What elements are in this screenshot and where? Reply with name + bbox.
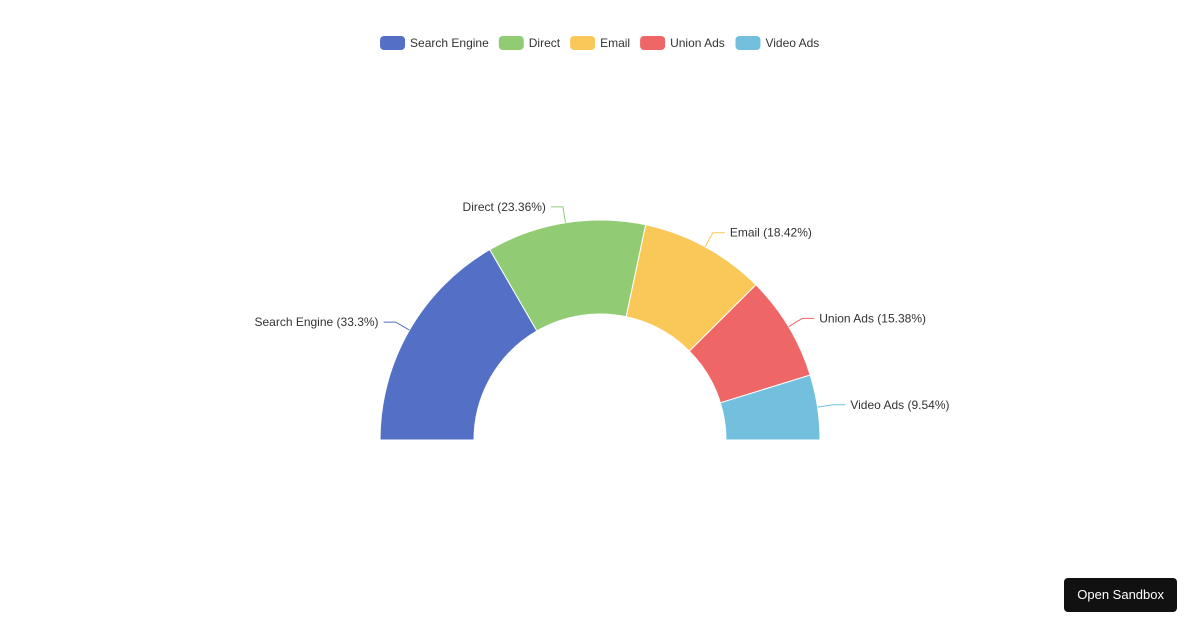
legend-swatch (735, 36, 761, 50)
chart-slices (379, 219, 821, 441)
legend-label: Video Ads (765, 36, 819, 50)
legend-swatch (380, 36, 406, 50)
slice-label-email: Email (18.42%) (730, 226, 812, 240)
legend-swatch (498, 36, 524, 50)
legend-swatch (640, 36, 666, 50)
legend-item-video-ads[interactable]: Video Ads (735, 36, 819, 50)
legend-item-email[interactable]: Email (570, 36, 630, 50)
slice-label-video-ads: Video Ads (9.54%) (850, 398, 949, 412)
label-line-union-ads (788, 317, 815, 328)
legend-label: Search Engine (410, 36, 489, 50)
chart-legend: Search Engine Direct Email Union Ads Video A… (380, 36, 819, 50)
open-sandbox-button[interactable]: Open Sandbox (1064, 578, 1177, 612)
slice-label-union-ads: Union Ads (15.38%) (819, 311, 926, 325)
legend-swatch (570, 36, 596, 50)
legend-label: Union Ads (670, 36, 725, 50)
legend-label: Email (600, 36, 630, 50)
legend-item-search-engine[interactable]: Search Engine (380, 36, 489, 50)
label-line-direct (550, 206, 566, 223)
slice-label-search-engine: Search Engine (33.3%) (254, 315, 378, 329)
label-line-video-ads (817, 404, 846, 408)
label-line-search-engine (383, 321, 410, 331)
chart-labels: Search Engine (33.3%) Direct (23.36%) Emai… (254, 200, 949, 412)
legend-item-union-ads[interactable]: Union Ads (640, 36, 725, 50)
legend-label: Direct (529, 36, 561, 50)
legend-item-direct[interactable]: Direct (498, 36, 561, 50)
slice-video-ads[interactable] (719, 374, 821, 441)
label-line-email (704, 232, 725, 248)
slice-label-direct: Direct (23.36%) (463, 200, 546, 214)
